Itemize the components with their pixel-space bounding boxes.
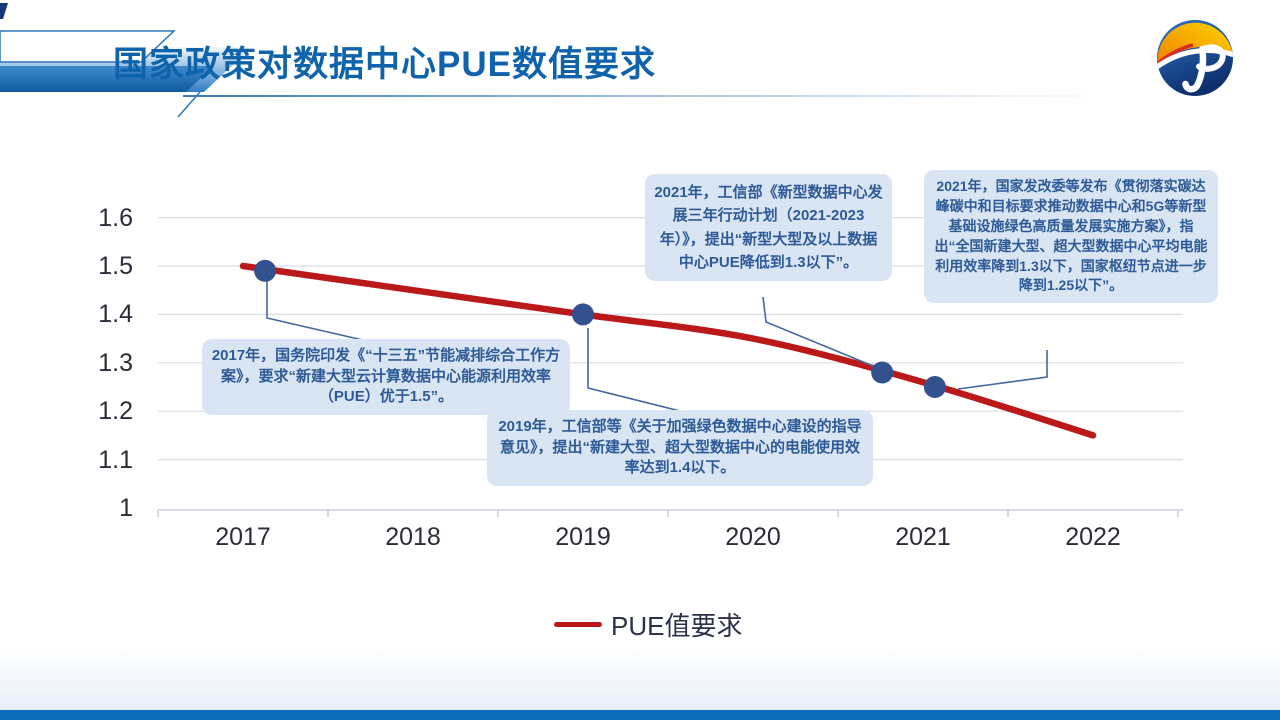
- data-point-marker: [572, 303, 594, 326]
- x-axis-label: 2021: [895, 523, 951, 551]
- x-axis-label: 2018: [385, 523, 441, 551]
- legend-line-swatch-icon: [554, 622, 602, 627]
- callout-2021-miit-policy: 2021年，工信部《新型数据中心发展三年行动计划（2021-2023年）》，提出…: [645, 174, 892, 281]
- x-axis-label: 2019: [555, 523, 611, 551]
- data-point-marker: [254, 259, 277, 282]
- x-axis-label: 2022: [1065, 523, 1121, 551]
- callout-2017-policy: 2017年，国务院印发《“十三五”节能减排综合工作方案》，要求“新建大型云计算数…: [202, 339, 570, 416]
- y-axis-label: 1.4: [98, 300, 133, 329]
- title-underline: [183, 95, 1280, 97]
- y-axis-label: 1.5: [98, 252, 133, 280]
- legend-label: PUE值要求: [611, 611, 743, 641]
- footer-gradient: [0, 644, 1280, 710]
- connector-2021-miit: [762, 296, 874, 367]
- y-axis-label: 1.1: [98, 445, 133, 474]
- data-point-marker: [871, 361, 894, 384]
- y-axis-label: 1.3: [98, 348, 133, 377]
- x-axis-label: 2020: [725, 523, 781, 551]
- header-decoration-icon: [0, 3, 252, 118]
- y-axis-label: 1.6: [98, 203, 133, 232]
- connector-2019: [587, 328, 681, 412]
- connector-2021-ndrc: [957, 350, 1048, 390]
- y-axis-label: 1: [119, 494, 133, 522]
- company-logo-icon: [1157, 20, 1233, 96]
- callout-2021-ndrc-policy: 2021年，国家发改委等发布《贯彻落实碳达峰碳中和目标要求推动数据中心和5G等新…: [924, 170, 1218, 304]
- footer-bar: [0, 710, 1280, 720]
- data-point-marker: [923, 376, 946, 398]
- y-axis-label: 1.2: [98, 397, 133, 426]
- connector-2017: [266, 279, 368, 342]
- page-title: 国家政策对数据中心PUE数值要求: [113, 45, 656, 84]
- chart-legend: PUE值要求: [554, 606, 742, 643]
- x-axis-label: 2017: [215, 523, 271, 551]
- callout-2019-policy: 2019年，工信部等《关于加强绿色数据中心建设的指导意见》，提出“新建大型、超大…: [487, 410, 873, 487]
